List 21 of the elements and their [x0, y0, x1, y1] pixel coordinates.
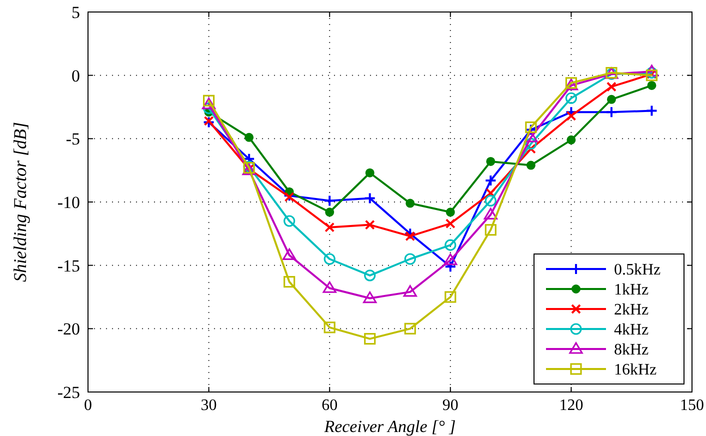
- x-tick-label: 90: [442, 397, 458, 414]
- x-tick-label: 120: [559, 397, 584, 414]
- legend-label: 1kHz: [614, 282, 649, 299]
- y-tick-label: 5: [72, 2, 80, 22]
- legend-label: 0.5kHz: [614, 262, 661, 279]
- y-tick-label: -15: [57, 256, 80, 276]
- x-axis-title: Receiver Angle [° ]: [323, 417, 456, 436]
- x-tick-label: 30: [200, 397, 217, 414]
- x-tick-label: 150: [680, 397, 704, 414]
- legend-label: 2kHz: [614, 302, 649, 319]
- x-tick-label: 60: [322, 397, 338, 414]
- y-tick-label: -25: [57, 382, 80, 402]
- y-tick-label: 0: [72, 66, 80, 86]
- y-tick-label: -20: [57, 320, 80, 339]
- y-axis-title: Shielding Factor [dB]: [10, 122, 30, 282]
- y-tick-label: -10: [57, 192, 80, 212]
- legend-label: 4kHz: [614, 322, 649, 339]
- legend-label: 8kHz: [614, 342, 649, 359]
- x-tick-label: 0: [84, 397, 92, 414]
- y-tick-label: -5: [66, 130, 80, 149]
- legend-label: 16kHz: [614, 362, 657, 379]
